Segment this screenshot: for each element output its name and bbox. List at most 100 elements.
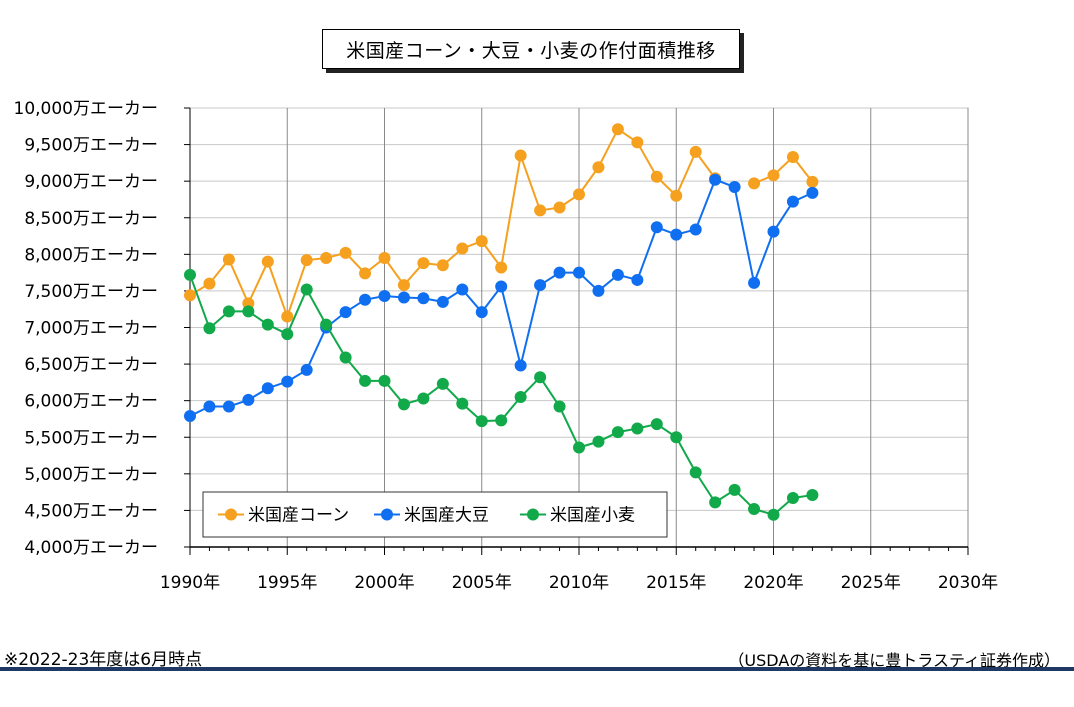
data-point-wheat	[514, 391, 527, 404]
data-point-soybean	[378, 290, 391, 303]
data-point-wheat	[320, 318, 333, 331]
series-line-corn	[753, 155, 814, 185]
data-point-soybean	[222, 400, 235, 413]
data-point-soybean	[203, 400, 216, 413]
data-point-wheat	[184, 268, 196, 281]
data-point-soybean	[806, 186, 819, 199]
data-point-corn	[417, 257, 430, 270]
data-point-wheat	[631, 422, 644, 435]
data-point-soybean	[436, 295, 449, 308]
y-tick-label: 4,500万エーカー	[24, 501, 158, 521]
y-tick-label: 6,500万エーカー	[24, 355, 158, 375]
series-line-corn	[189, 127, 716, 320]
data-point-soybean	[611, 268, 624, 281]
data-point-wheat	[573, 441, 585, 454]
data-point-wheat	[242, 305, 255, 318]
x-tick-label: 1990年	[160, 573, 220, 593]
data-point-corn	[378, 251, 391, 264]
data-point-corn	[281, 310, 294, 323]
data-point-soybean	[359, 293, 372, 306]
x-tick-label: 2025年	[841, 573, 901, 593]
data-point-wheat	[475, 415, 488, 428]
data-point-corn	[184, 289, 196, 302]
data-point-soybean	[339, 306, 352, 319]
data-point-corn	[475, 235, 488, 248]
data-point-corn	[786, 151, 799, 164]
legend-label: 米国産大豆	[404, 506, 489, 526]
data-point-wheat	[222, 305, 235, 318]
data-point-corn	[495, 261, 508, 274]
data-point-soybean	[650, 221, 663, 234]
data-point-wheat	[709, 496, 722, 509]
data-point-wheat	[592, 435, 605, 448]
x-tick-label: 2010年	[549, 573, 609, 593]
data-point-soybean	[748, 276, 761, 289]
data-point-corn	[767, 169, 780, 182]
y-tick-label: 5,500万エーカー	[24, 428, 158, 448]
data-point-wheat	[378, 374, 391, 387]
legend-label: 米国産小麦	[550, 506, 635, 526]
data-point-corn	[436, 259, 449, 272]
y-tick-label: 7,000万エーカー	[24, 319, 158, 339]
data-point-corn	[670, 189, 683, 202]
series-soybean	[184, 173, 819, 423]
data-point-corn	[592, 161, 605, 174]
y-tick-label: 7,500万エーカー	[24, 282, 158, 302]
data-point-wheat	[456, 397, 469, 410]
data-point-soybean	[631, 273, 644, 286]
footnote-data-note: ※2022-23年度は6月時点	[4, 650, 203, 670]
legend-swatch-marker	[527, 508, 539, 521]
series-wheat	[184, 268, 819, 521]
data-point-wheat	[203, 322, 216, 335]
data-point-corn	[553, 201, 566, 214]
data-point-corn	[689, 145, 702, 158]
data-point-wheat	[728, 483, 741, 496]
data-point-soybean	[709, 173, 722, 186]
data-point-soybean	[786, 195, 799, 208]
data-point-corn	[320, 251, 333, 264]
y-tick-label: 8,500万エーカー	[24, 209, 158, 229]
data-point-soybean	[475, 306, 488, 319]
data-point-corn	[300, 254, 313, 267]
chart-title-text: 米国産コーン・大豆・小麦の作付面積推移	[346, 39, 716, 62]
legend-label: 米国産コーン	[248, 506, 349, 526]
x-tick-label: 1995年	[257, 573, 317, 593]
y-tick-label: 9,500万エーカー	[24, 136, 158, 156]
data-point-soybean	[670, 228, 683, 241]
legend-swatch-marker	[225, 508, 237, 521]
bottom-divider	[0, 667, 1074, 671]
data-point-corn	[534, 204, 547, 217]
data-point-corn	[748, 177, 761, 190]
series-corn	[184, 123, 819, 323]
data-point-wheat	[300, 283, 313, 296]
x-tick-label: 2020年	[743, 573, 803, 593]
data-point-soybean	[689, 223, 702, 236]
x-tick-label: 2030年	[938, 573, 998, 593]
data-point-wheat	[689, 466, 702, 479]
data-point-corn	[806, 175, 819, 188]
data-point-wheat	[359, 374, 372, 387]
data-point-wheat	[261, 318, 274, 331]
data-point-wheat	[748, 502, 761, 515]
y-tick-label: 6,000万エーカー	[24, 392, 158, 412]
data-point-soybean	[261, 382, 274, 395]
data-point-wheat	[650, 418, 663, 431]
y-tick-label: 9,000万エーカー	[24, 172, 158, 192]
data-point-soybean	[495, 280, 508, 293]
data-point-corn	[631, 136, 644, 149]
data-point-corn	[573, 188, 585, 201]
data-point-soybean	[184, 410, 196, 423]
y-tick-label: 5,000万エーカー	[24, 465, 158, 485]
chart-title: 米国産コーン・大豆・小麦の作付面積推移	[322, 29, 740, 69]
data-point-wheat	[495, 414, 508, 427]
footnote-source: （USDAの資料を基に豊トラスティ証券作成）	[728, 651, 1060, 670]
data-point-soybean	[592, 284, 605, 297]
data-point-wheat	[670, 431, 683, 444]
y-tick-label: 10,000万エーカー	[14, 99, 158, 119]
data-point-corn	[261, 255, 274, 268]
data-point-corn	[339, 246, 352, 259]
data-point-wheat	[611, 426, 624, 439]
data-point-wheat	[767, 508, 780, 521]
data-point-wheat	[534, 371, 547, 384]
